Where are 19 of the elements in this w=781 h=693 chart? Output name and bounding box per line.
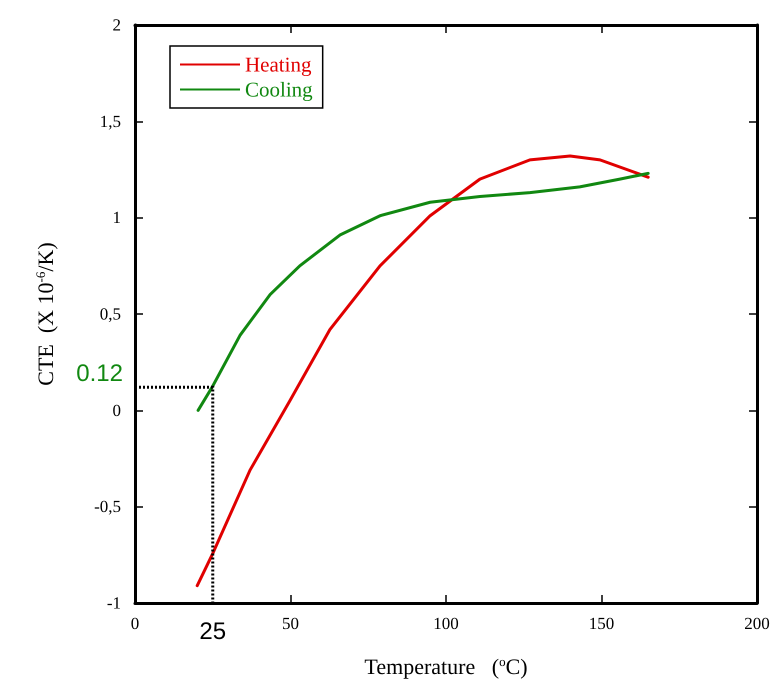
y-tick-label: 1,5: [100, 112, 121, 131]
line-series: [196, 154, 650, 588]
y-tick-label: 0: [112, 400, 121, 420]
line-series: [196, 172, 650, 412]
legend-label: Cooling: [245, 78, 314, 102]
text: 0.12: [76, 360, 123, 388]
x-tick-label: 50: [282, 614, 299, 633]
x-tick-label: 200: [744, 614, 770, 633]
y-tick-label: -1: [106, 594, 121, 612]
y-tick-label: 2: [112, 16, 121, 34]
y-tick-label: 0,5: [100, 304, 121, 324]
x-tick-label: 0: [130, 614, 140, 633]
x-tick-label: 100: [433, 614, 459, 633]
text: 25: [199, 618, 226, 645]
y-axis-title: CTE (X 10-6/K): [33, 242, 58, 386]
legend-label: Heating: [245, 52, 312, 76]
y-tick-label: -0,5: [94, 497, 121, 516]
x-tick-label: 150: [588, 614, 614, 633]
y-tick-label: 1: [112, 208, 121, 228]
